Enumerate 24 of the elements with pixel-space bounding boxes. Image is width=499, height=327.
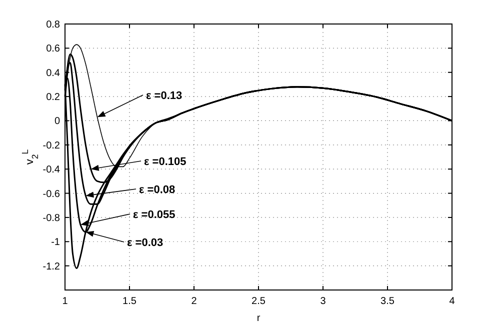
- x-tick-label: 3.5: [380, 296, 395, 307]
- y-tick-label: -0.4: [42, 164, 60, 176]
- annotation: ε =0.13: [146, 90, 182, 102]
- y-tick-label: -1: [51, 237, 60, 248]
- y-tick-label: 0.6: [46, 44, 60, 55]
- x-tick-label: 3: [320, 296, 326, 307]
- y-tick-label: 0.4: [46, 68, 60, 79]
- y-tick-label: 0.2: [46, 92, 60, 104]
- x-tick-label: 4: [449, 296, 456, 307]
- y-tick-label: -0.8: [42, 212, 60, 224]
- y-tick-label: -0.6: [42, 188, 60, 200]
- annotation: ε =0.08: [139, 184, 176, 196]
- y-tick-label: -1.2: [42, 261, 60, 272]
- y-tick-label: 0.8: [46, 20, 60, 30]
- x-tick-label: 2.5: [252, 296, 266, 307]
- annotation: ε =0.03: [127, 237, 164, 249]
- x-tick-label: 1.5: [122, 296, 137, 307]
- annotation: ε =0.055: [133, 209, 176, 221]
- x-axis-title: r: [256, 313, 261, 324]
- annotation: ε =0.105: [144, 156, 186, 168]
- x-tick-label: 1: [62, 296, 68, 307]
- y-tick-label: 0: [54, 116, 60, 128]
- y-tick-label: -0.2: [42, 140, 60, 152]
- x-tick-label: 2: [191, 296, 198, 307]
